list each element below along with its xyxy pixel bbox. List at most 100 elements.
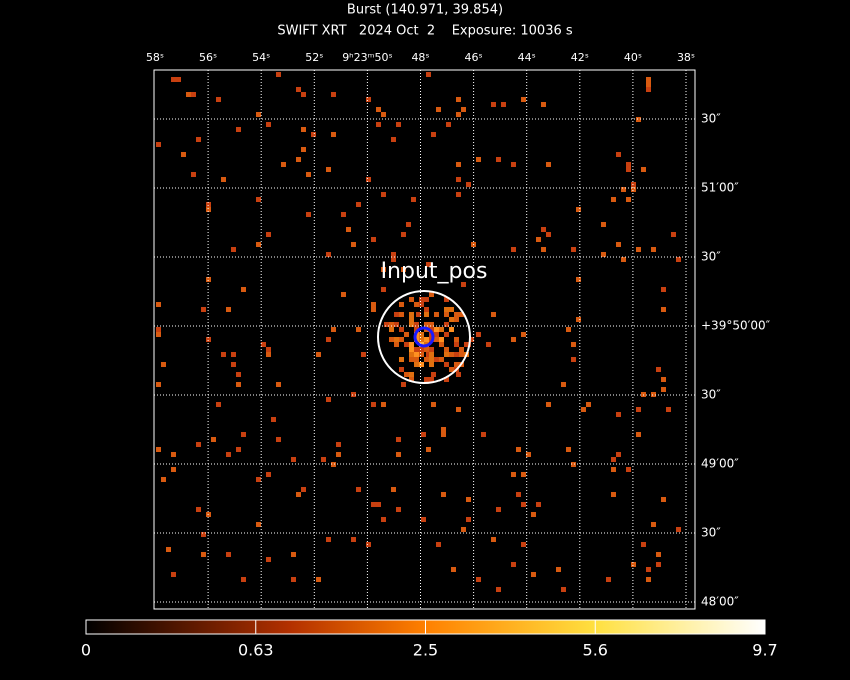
pixel <box>446 122 451 127</box>
pixel <box>371 302 376 307</box>
pixel <box>399 337 404 342</box>
pixel <box>416 312 421 317</box>
pixel <box>521 502 526 507</box>
pixel <box>424 322 429 327</box>
pixel <box>459 312 464 317</box>
pixel <box>429 292 434 297</box>
pixel <box>301 92 306 97</box>
pixel <box>196 442 201 447</box>
pixel <box>396 122 401 127</box>
pixel <box>441 427 446 432</box>
pixel <box>176 77 181 82</box>
ra-label: 40ˢ <box>624 51 642 64</box>
pixel <box>419 352 424 357</box>
pixel <box>586 402 591 407</box>
pixel <box>641 167 646 172</box>
pixel <box>676 527 681 532</box>
pixel <box>454 342 459 347</box>
pixel <box>491 537 496 542</box>
pixel <box>661 497 666 502</box>
pixel <box>191 172 196 177</box>
pixel <box>641 542 646 547</box>
pixel <box>266 557 271 562</box>
pixel <box>486 342 491 347</box>
pixel <box>541 102 546 107</box>
pixel <box>221 352 226 357</box>
pixel <box>326 397 331 402</box>
pixel <box>206 207 211 212</box>
pixel <box>466 517 471 522</box>
ra-label: 42ˢ <box>571 51 589 64</box>
pixel <box>366 177 371 182</box>
pixel <box>611 457 616 462</box>
pixel <box>361 352 366 357</box>
pixel <box>601 222 606 227</box>
pixel <box>436 542 441 547</box>
pixel <box>266 472 271 477</box>
pixel <box>231 247 236 252</box>
pixel <box>616 242 621 247</box>
pixel <box>346 227 351 232</box>
colorbar-tick-label: 9.7 <box>752 641 777 660</box>
pixel <box>396 452 401 457</box>
pixel <box>456 192 461 197</box>
pixel <box>389 327 394 332</box>
pixel <box>576 207 581 212</box>
pixel <box>444 312 449 317</box>
pixel <box>476 157 481 162</box>
pixel <box>266 232 271 237</box>
pixel <box>266 352 271 357</box>
pixel <box>161 477 166 482</box>
pixel <box>661 307 666 312</box>
pixel <box>449 307 454 312</box>
pixel <box>414 362 419 367</box>
pixel <box>671 232 676 237</box>
pixel <box>419 332 424 337</box>
pixel <box>449 317 454 322</box>
pixel <box>646 82 651 87</box>
pixel <box>454 312 459 317</box>
pixel <box>456 372 461 377</box>
pixel <box>444 377 449 382</box>
pixel <box>261 342 266 347</box>
pixel <box>271 417 276 422</box>
pixel <box>399 302 404 307</box>
ra-label: 54ˢ <box>252 51 270 64</box>
pixel <box>461 107 466 112</box>
pixel <box>456 177 461 182</box>
pixel <box>546 162 551 167</box>
pixel <box>331 327 336 332</box>
pixel <box>399 327 404 332</box>
pixel <box>419 297 424 302</box>
pixel <box>444 297 449 302</box>
pixel <box>626 467 631 472</box>
ra-label: 46ˢ <box>465 51 483 64</box>
pixel <box>646 577 651 582</box>
pixel <box>156 327 161 332</box>
pixel <box>521 542 526 547</box>
pixel <box>241 287 246 292</box>
pixel <box>409 347 414 352</box>
pixel <box>456 97 461 102</box>
pixel <box>571 247 576 252</box>
pixel <box>371 402 376 407</box>
pixel <box>419 347 424 352</box>
pixel <box>421 517 426 522</box>
pixel <box>456 407 461 412</box>
pixel <box>426 262 431 267</box>
pixel <box>516 447 521 452</box>
pixel <box>459 347 464 352</box>
pixel <box>181 152 186 157</box>
pixel <box>611 467 616 472</box>
pixel <box>521 97 526 102</box>
pixel <box>431 402 436 407</box>
pixel <box>376 122 381 127</box>
pixel <box>439 357 444 362</box>
pixel <box>466 497 471 502</box>
pixel <box>409 352 414 357</box>
pixel <box>256 112 261 117</box>
pixel <box>201 307 206 312</box>
pixel <box>394 312 399 317</box>
pixel <box>434 312 439 317</box>
pixel <box>476 332 481 337</box>
